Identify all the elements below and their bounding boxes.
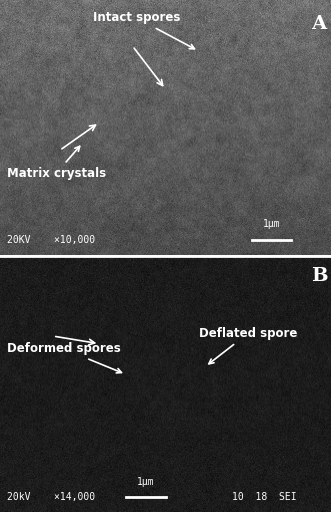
Text: 20KV    ×10,000: 20KV ×10,000	[7, 235, 95, 245]
Text: A: A	[311, 15, 326, 33]
Text: 10  18  SEI: 10 18 SEI	[232, 492, 296, 502]
Text: 1μm: 1μm	[137, 477, 155, 486]
Text: 1μm: 1μm	[262, 220, 280, 229]
Text: Matrix crystals: Matrix crystals	[7, 146, 106, 180]
Text: B: B	[311, 267, 328, 285]
Text: 20kV    ×14,000: 20kV ×14,000	[7, 492, 95, 502]
Text: Deformed spores: Deformed spores	[7, 343, 121, 373]
Text: Deflated spore: Deflated spore	[199, 327, 297, 364]
Text: Intact spores: Intact spores	[93, 11, 195, 49]
